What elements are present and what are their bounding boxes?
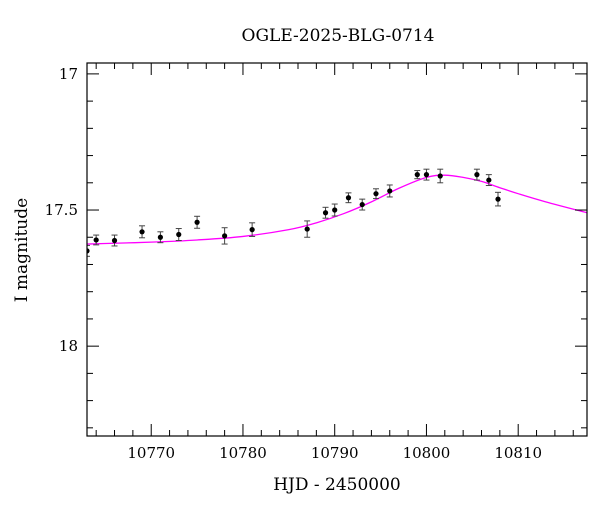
data-point bbox=[194, 215, 201, 229]
plot-frame bbox=[86, 62, 588, 437]
x-tick-label: 10770 bbox=[127, 444, 175, 462]
point-marker bbox=[194, 219, 200, 225]
y-tick-label: 18 bbox=[59, 337, 78, 355]
x-tick-label: 10780 bbox=[219, 444, 267, 462]
point-marker bbox=[373, 191, 379, 197]
data-point bbox=[345, 192, 352, 204]
data-point bbox=[372, 188, 379, 200]
data-point bbox=[495, 191, 502, 207]
point-marker bbox=[222, 233, 228, 239]
chart-title: OGLE-2025-BLG-0714 bbox=[242, 26, 435, 46]
x-tick-label: 10800 bbox=[403, 444, 451, 462]
data-point bbox=[322, 206, 329, 219]
point-marker bbox=[345, 195, 352, 201]
point-marker bbox=[304, 226, 310, 232]
point-marker bbox=[486, 177, 492, 183]
model-curve bbox=[87, 174, 587, 245]
point-marker bbox=[87, 248, 90, 254]
data-point bbox=[359, 198, 366, 211]
data-point bbox=[87, 244, 90, 257]
point-marker bbox=[157, 234, 163, 240]
data-point bbox=[175, 228, 182, 242]
point-marker bbox=[111, 237, 118, 244]
point-marker bbox=[332, 207, 338, 213]
y-tick-label: 17 bbox=[59, 65, 78, 83]
data-point bbox=[139, 225, 146, 239]
data-point bbox=[249, 222, 256, 237]
point-marker bbox=[93, 237, 99, 243]
data-point bbox=[304, 220, 311, 238]
x-axis: 10770 10780 10790 10800 10810 bbox=[95, 63, 574, 462]
point-marker bbox=[414, 172, 420, 178]
plot-area bbox=[87, 168, 587, 257]
point-marker bbox=[176, 231, 182, 238]
data-point bbox=[386, 184, 393, 198]
data-point bbox=[157, 231, 164, 244]
y-tick-label: 17.5 bbox=[45, 201, 78, 219]
data-point bbox=[473, 168, 480, 181]
point-marker bbox=[322, 210, 329, 216]
data-point bbox=[485, 174, 492, 187]
data-point bbox=[414, 170, 421, 180]
point-marker bbox=[423, 172, 430, 178]
data-point bbox=[221, 227, 228, 245]
point-marker bbox=[249, 227, 255, 233]
point-marker bbox=[139, 229, 145, 235]
y-axis: 17 17.5 18 bbox=[45, 65, 587, 429]
point-marker bbox=[359, 201, 365, 208]
x-tick-label: 10790 bbox=[311, 444, 359, 462]
x-axis-label: HJD - 2450000 bbox=[273, 475, 401, 495]
data-point bbox=[437, 168, 444, 184]
data-point bbox=[93, 234, 100, 246]
y-axis-label: I magnitude bbox=[12, 198, 32, 302]
data-point bbox=[331, 203, 338, 217]
point-marker bbox=[495, 196, 501, 202]
point-marker bbox=[474, 172, 480, 178]
point-marker bbox=[437, 173, 443, 179]
x-tick-label: 10810 bbox=[494, 444, 542, 462]
point-marker bbox=[387, 188, 393, 194]
data-point bbox=[111, 234, 118, 247]
data-point bbox=[423, 168, 430, 181]
